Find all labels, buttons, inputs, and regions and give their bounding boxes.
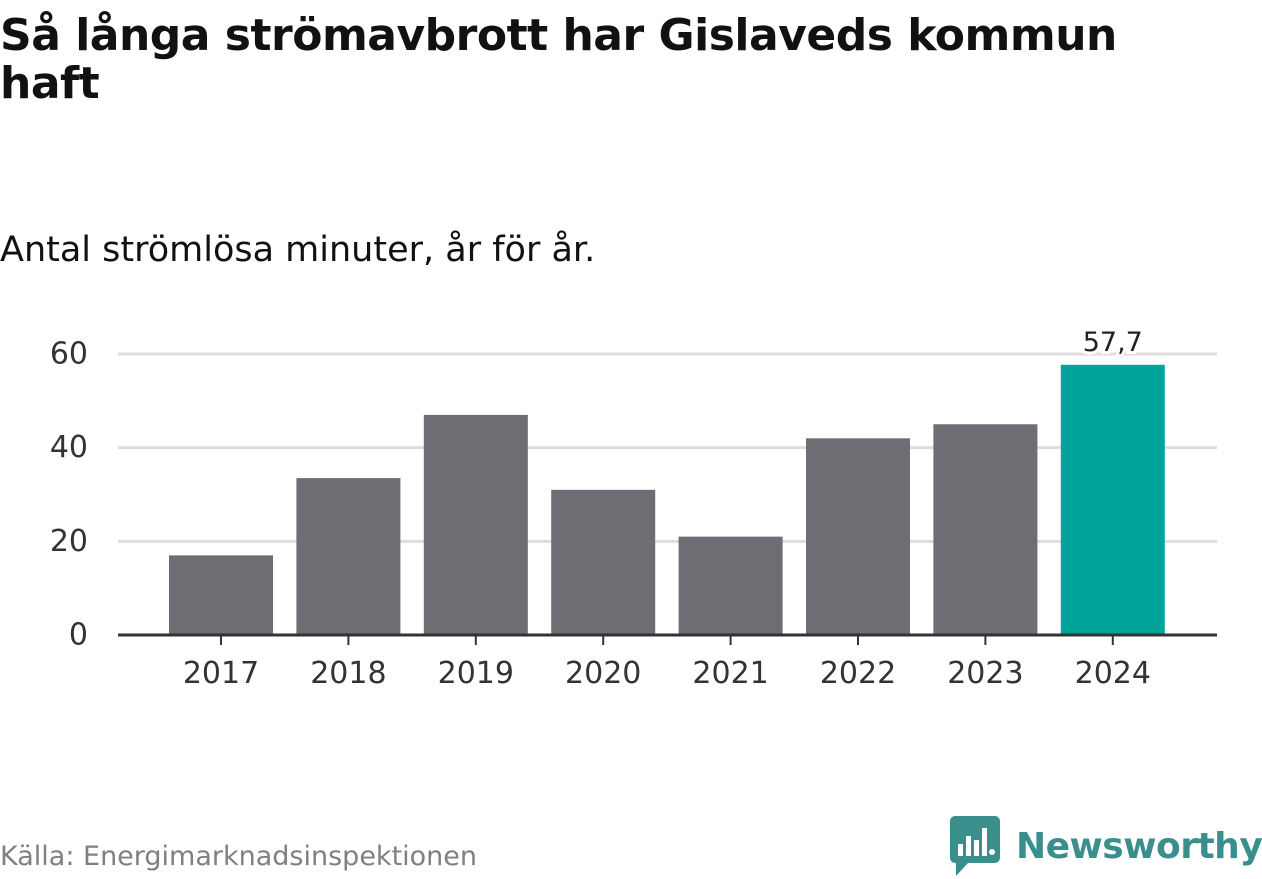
bar-2023	[933, 424, 1038, 635]
y-tick-label: 40	[50, 430, 88, 465]
bar-chart-speech-bubble-icon	[950, 816, 1000, 876]
labels: 0 20 40 60 2017 2018 2019 2020 2021 2022 2023 2024 5…	[50, 324, 1151, 691]
bars	[169, 364, 1165, 635]
x-tick-label-2020: 2020	[565, 656, 641, 691]
axes	[118, 633, 1217, 645]
bar-2024	[1060, 364, 1165, 635]
bar-chart: 0 20 40 60 2017 2018 2019 2020 2021 2022 2023 2024 5…	[50, 324, 1217, 691]
x-tick-label-2018: 2018	[310, 656, 386, 691]
bar-2017	[169, 555, 273, 635]
chart-subtitle: Antal strömlösa minuter, år för år.	[0, 230, 596, 270]
bar-2019	[423, 414, 528, 635]
x-tick-label-2019: 2019	[438, 656, 514, 691]
bar-2018	[296, 478, 401, 635]
grid-lines	[118, 352, 1217, 543]
chart-title: Så långa strömavbrott har Gislaveds komm…	[0, 10, 1117, 109]
y-tick-label: 60	[50, 337, 88, 372]
brand: Newsworthy	[950, 816, 1262, 878]
y-tick-label: 20	[50, 524, 88, 559]
brand-name: Newsworthy	[1016, 826, 1262, 867]
x-tick-label-2022: 2022	[820, 656, 896, 691]
y-tick-label: 0	[69, 618, 88, 653]
bar-2022	[806, 438, 910, 635]
source-note: Källa: Energimarknadsinspektionen	[0, 841, 478, 872]
data-label-2024: 57,7	[1083, 327, 1143, 358]
bar-2021	[678, 536, 783, 635]
x-tick-label-2024: 2024	[1075, 656, 1151, 691]
x-tick-label-2023: 2023	[947, 656, 1023, 691]
x-tick-label-2017: 2017	[183, 656, 259, 691]
x-tick-label-2021: 2021	[692, 656, 768, 691]
bar-2020	[551, 489, 656, 635]
